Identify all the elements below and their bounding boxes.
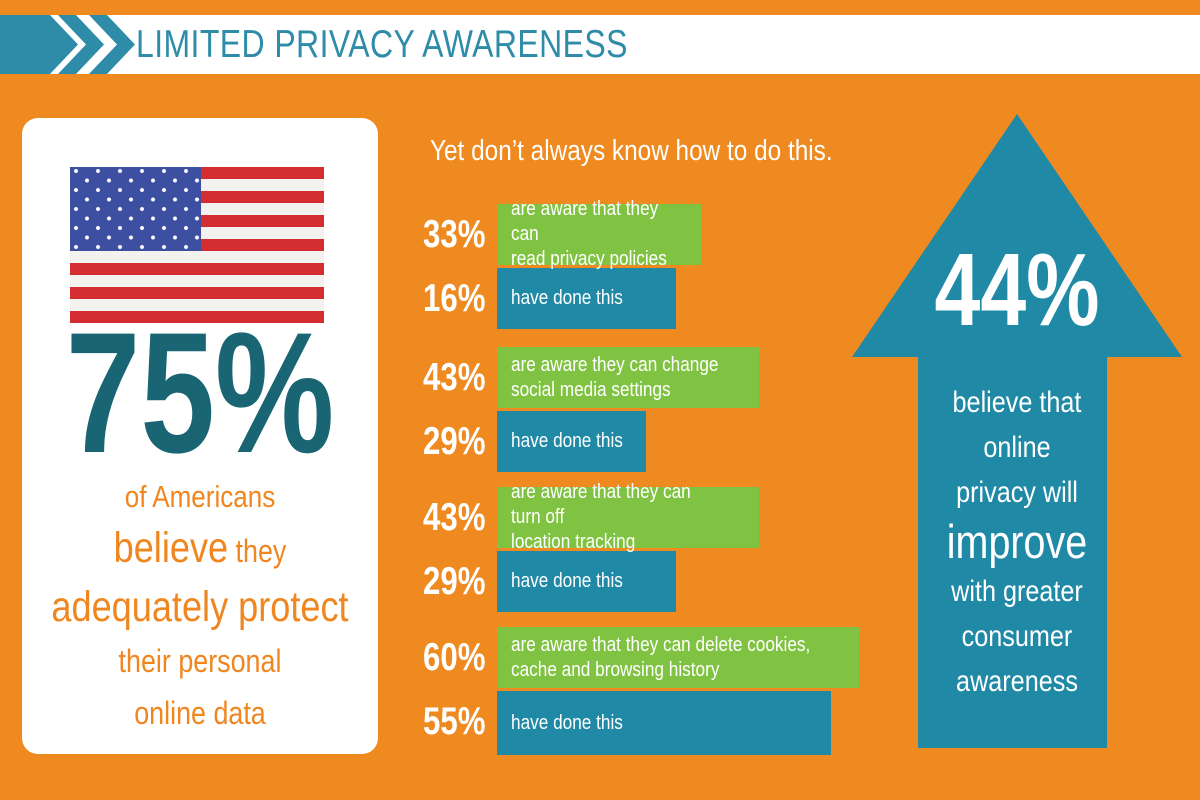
flag-canton (70, 167, 201, 251)
bar-pair-social-media: 43% are aware they can change social med… (423, 347, 759, 475)
aware-bar: are aware that they can read privacy pol… (497, 198, 701, 270)
arrow-line-1: believe that (952, 386, 1082, 419)
caption-line-5: online data (134, 695, 266, 731)
arrow-line-6: consumer (961, 620, 1073, 653)
header-band (0, 15, 1200, 74)
arrow-caption: believe that online privacy will improve… (852, 380, 1182, 704)
aware-row: 60% are aware that they can delete cooki… (423, 627, 859, 688)
aware-pct-label: 43% (423, 355, 486, 399)
arrow-line-4: improve (946, 515, 1088, 568)
aware-pct-label: 43% (423, 495, 486, 539)
stat-44-percent: 44% (934, 232, 1100, 347)
caption-they: they (228, 533, 287, 569)
aware-bar: are aware that they can delete cookies, … (497, 627, 859, 688)
done-row: 16% have done this (423, 268, 701, 329)
aware-row: 43% are aware they can change social med… (423, 347, 759, 408)
arrow-line-7: awareness (956, 665, 1078, 698)
bar-pair-privacy-policies: 33% are aware that they can read privacy… (423, 198, 701, 332)
aware-row: 33% are aware that they can read privacy… (423, 198, 701, 270)
arrow-line-5: with greater (951, 575, 1083, 608)
done-pct-label: 16% (423, 276, 486, 320)
aware-bar: are aware they can change social media s… (497, 347, 759, 408)
section-heading: Yet don’t always know how to do this. (430, 135, 833, 167)
page-title: LIMITED PRIVACY AWARENESS (136, 23, 628, 66)
done-bar: have done this (497, 268, 676, 329)
done-bar: have done this (497, 691, 831, 755)
aware-bar: are aware that they can turn off locatio… (497, 481, 759, 553)
arrow-line-3: privacy will (956, 476, 1078, 509)
card-caption: of Americans believe they adequately pro… (22, 474, 378, 739)
aware-pct-label: 60% (423, 635, 486, 679)
up-arrow-icon (852, 114, 1182, 748)
stat-75-percent: 75% (65, 297, 335, 489)
done-row: 29% have done this (423, 551, 759, 612)
improvement-callout: 44% believe that online privacy will imp… (852, 112, 1182, 752)
caption-line-3: adequately protect (51, 583, 349, 631)
caption-line-2: believe they (50, 520, 349, 579)
aware-pct-label: 33% (423, 212, 486, 256)
left-stat-card: 75% of Americans believe they adequately… (22, 118, 378, 754)
chevrons-icon (0, 15, 135, 74)
done-bar: have done this (497, 551, 676, 612)
caption-believe: believe (113, 524, 229, 572)
done-row: 29% have done this (423, 411, 759, 472)
done-row: 55% have done this (423, 691, 859, 755)
done-bar: have done this (497, 411, 646, 472)
caption-line-1: of Americans (124, 479, 276, 514)
done-pct-label: 29% (423, 559, 486, 603)
bar-pair-location-tracking: 43% are aware that they can turn off loc… (423, 481, 759, 615)
us-flag-icon (70, 167, 324, 323)
aware-row: 43% are aware that they can turn off loc… (423, 481, 759, 553)
done-pct-label: 29% (423, 419, 486, 463)
bar-pair-cookies: 60% are aware that they can delete cooki… (423, 627, 859, 755)
caption-line-4: their personal (118, 643, 282, 679)
done-pct-label: 55% (423, 699, 486, 743)
arrow-line-2: online (983, 431, 1051, 464)
